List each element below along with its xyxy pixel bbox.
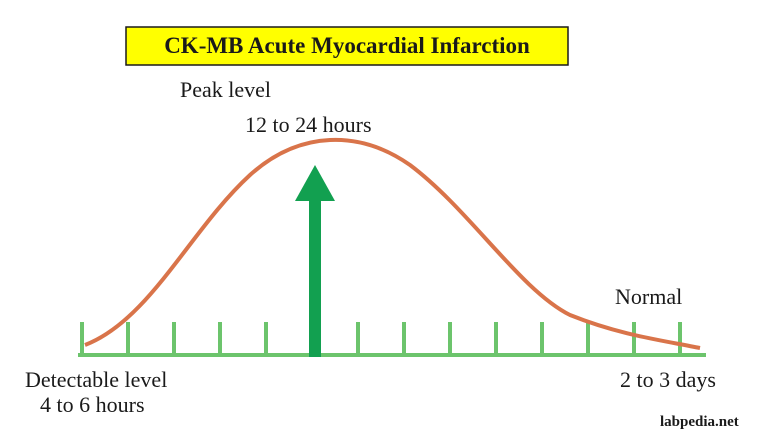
arrow-head: [295, 165, 335, 201]
title: CK-MB Acute Myocardial Infarction: [164, 33, 530, 58]
normal-label: Normal: [615, 284, 682, 309]
watermark: labpedia.net: [660, 414, 739, 430]
title-box: [125, 26, 569, 66]
peak-time: 12 to 24 hours: [245, 112, 372, 137]
detectable-time: 4 to 6 hours: [40, 392, 145, 417]
arrow-shaft: [309, 200, 321, 357]
detectable-label: Detectable level: [25, 367, 167, 392]
enzyme-curve: [84, 138, 701, 350]
peak-arrow: [295, 165, 335, 357]
normal-time: 2 to 3 days: [620, 367, 716, 392]
peak-label: Peak level: [180, 77, 271, 102]
